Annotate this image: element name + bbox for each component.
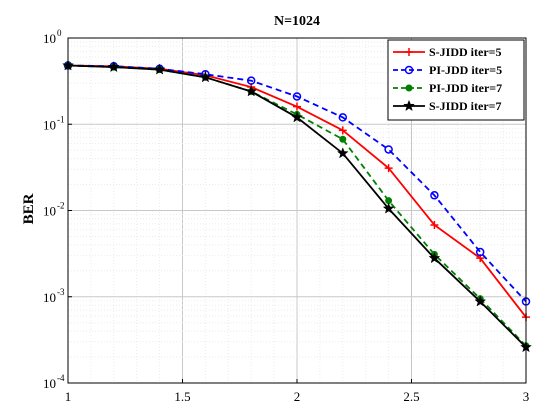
data-point <box>199 71 212 83</box>
data-point <box>405 84 413 92</box>
legend-entry: S-JIDD iter=7 <box>393 99 502 113</box>
data-point <box>291 111 303 123</box>
y-tick-exponent: 0 <box>57 28 62 38</box>
data-point <box>293 102 301 111</box>
data-point <box>153 63 166 75</box>
data-point <box>384 145 393 154</box>
legend-entry: PI-JDD iter=7 <box>393 81 502 95</box>
chart-title: N=1024 <box>274 14 320 29</box>
data-point <box>405 48 413 56</box>
legend-label: PI-JDD iter=7 <box>429 81 502 95</box>
legend-label: S-JIDD iter=5 <box>429 45 502 59</box>
series-4 <box>62 59 532 353</box>
x-tick-label: 3 <box>523 389 530 401</box>
y-tick-label: 10 <box>43 290 56 305</box>
series-line <box>67 64 527 303</box>
legend-entry: S-JIDD iter=5 <box>393 45 502 59</box>
data-point <box>246 76 256 85</box>
legend-label: S-JIDD iter=7 <box>429 99 502 113</box>
data-point <box>430 191 439 200</box>
data-point <box>338 113 348 122</box>
y-tick-exponent: -3 <box>57 287 65 297</box>
data-point <box>292 92 302 101</box>
data-point <box>474 295 487 307</box>
x-tick-label: 2.5 <box>403 389 419 401</box>
y-tick-label: 10 <box>43 376 56 391</box>
data-point <box>336 147 349 159</box>
x-tick-label: 2 <box>294 389 301 401</box>
data-point <box>404 65 414 75</box>
y-tick-exponent: -4 <box>57 373 65 383</box>
data-point <box>428 251 441 264</box>
data-point <box>245 85 258 97</box>
y-tick-label: 10 <box>43 204 56 219</box>
data-point <box>384 164 393 173</box>
data-point <box>430 220 439 229</box>
legend-entry: PI-JDD iter=5 <box>393 63 502 77</box>
data-point <box>107 60 120 73</box>
legend-label: PI-JDD iter=5 <box>429 63 502 77</box>
series-layer <box>62 59 532 353</box>
x-tick-label: 1.5 <box>174 389 190 401</box>
data-point <box>403 99 415 112</box>
grid-lines <box>68 38 526 383</box>
data-point <box>338 126 347 135</box>
y-tick-exponent: -2 <box>57 201 65 211</box>
y-tick-label: 10 <box>43 31 56 46</box>
y-axis-label: BER <box>21 193 37 224</box>
data-point <box>382 202 395 214</box>
legend: S-JIDD iter=5 PI-JDD iter=5 PI-JDD iter=7 S… <box>387 39 525 121</box>
data-point <box>475 247 485 257</box>
data-point <box>339 135 347 143</box>
x-tick-label: 1 <box>65 389 72 401</box>
y-tick-label: 10 <box>43 117 56 132</box>
y-tick-exponent: -1 <box>57 114 65 124</box>
